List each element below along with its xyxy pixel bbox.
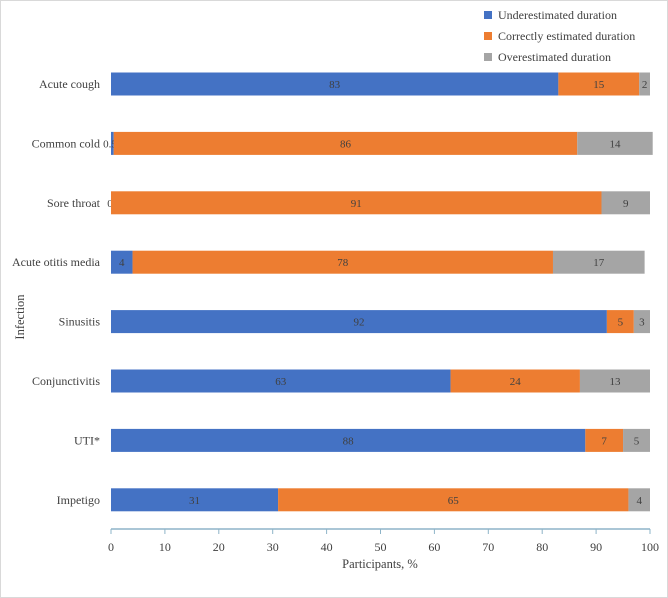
data-label-common-cold-correctly-estimated-duration: 86 — [340, 138, 352, 150]
bar-acute-cough-correctly-estimated-duration — [558, 72, 640, 96]
bar-conjunctivitis-overestimated-duration — [579, 369, 650, 393]
legend-swatch-correctly-estimated-duration — [484, 32, 492, 40]
x-tick-label-0: 0 — [108, 540, 114, 554]
x-tick-label-90: 90 — [590, 540, 602, 554]
bar-sinusitis-underestimated-duration — [111, 310, 607, 334]
category-label-acute-cough: Acute cough — [39, 77, 100, 91]
x-tick-label-70: 70 — [482, 540, 494, 554]
bar-acute-otitis-media-correctly-estimated-duration — [132, 250, 553, 274]
legend-swatch-overestimated-duration — [484, 53, 492, 61]
data-label-conjunctivitis-underestimated-duration: 63 — [275, 376, 287, 388]
bar-common-cold-underestimated-duration — [111, 131, 114, 155]
x-tick-label-50: 50 — [375, 540, 387, 554]
data-label-sinusitis-overestimated-duration: 3 — [639, 317, 645, 329]
data-label-uti-underestimated-duration: 88 — [343, 435, 355, 447]
bar-sore-throat-correctly-estimated-duration — [111, 191, 602, 215]
data-label-conjunctivitis-overestimated-duration: 13 — [609, 376, 621, 388]
bar-uti-underestimated-duration — [111, 428, 586, 452]
data-label-impetigo-underestimated-duration: 31 — [189, 495, 200, 507]
data-label-acute-otitis-media-underestimated-duration: 4 — [119, 257, 125, 269]
data-label-sinusitis-correctly-estimated-duration: 5 — [618, 317, 624, 329]
data-label-sore-throat-underestimated-duration: 0 — [107, 198, 113, 210]
x-axis: 0 10 20 30 40 50 60 70 80 90 100 — [108, 528, 659, 554]
legend: Underestimated duration Correctly estimat… — [484, 8, 635, 64]
data-label-common-cold-overestimated-duration: 14 — [609, 138, 621, 150]
category-label-impetigo: Impetigo — [57, 493, 100, 507]
data-label-acute-cough-overestimated-duration: 2 — [642, 79, 648, 91]
bar-common-cold-overestimated-duration — [577, 131, 653, 155]
bar-sinusitis-correctly-estimated-duration — [606, 310, 634, 334]
legend-label-overestimated-duration: Overestimated duration — [498, 50, 611, 64]
category-label-common-cold: Common cold — [32, 136, 100, 150]
bar-acute-cough-underestimated-duration — [111, 72, 559, 96]
y-axis-title: Infection — [13, 294, 27, 340]
bar-sinusitis-overestimated-duration — [633, 310, 650, 334]
bar-impetigo-correctly-estimated-duration — [278, 488, 629, 512]
data-label-conjunctivitis-correctly-estimated-duration: 24 — [510, 376, 522, 388]
bar-common-cold-correctly-estimated-duration — [113, 131, 578, 155]
category-label-uti: UTI* — [74, 433, 100, 447]
bar-acute-otitis-media-overestimated-duration — [552, 250, 645, 274]
category-label-acute-otitis-media: Acute otitis media — [12, 255, 101, 269]
data-label-acute-otitis-media-overestimated-duration: 17 — [593, 257, 605, 269]
x-tick-label-80: 80 — [536, 540, 548, 554]
legend-label-underestimated-duration: Underestimated duration — [498, 8, 617, 22]
bar-conjunctivitis-correctly-estimated-duration — [450, 369, 580, 393]
x-tick-label-100: 100 — [641, 540, 659, 554]
category-label-sinusitis: Sinusitis — [59, 315, 101, 329]
bar-uti-overestimated-duration — [623, 428, 650, 452]
data-label-acute-otitis-media-correctly-estimated-duration: 78 — [337, 257, 349, 269]
data-label-uti-overestimated-duration: 5 — [634, 435, 640, 447]
data-label-acute-cough-correctly-estimated-duration: 15 — [593, 79, 605, 91]
data-label-sinusitis-underestimated-duration: 92 — [353, 317, 364, 329]
legend-label-correctly-estimated-duration: Correctly estimated duration — [498, 29, 635, 43]
category-label-conjunctivitis: Conjunctivitis — [32, 374, 100, 388]
bar-uti-correctly-estimated-duration — [585, 428, 624, 452]
data-label-sore-throat-overestimated-duration: 9 — [623, 198, 629, 210]
category-label-sore-throat: Sore throat — [47, 196, 101, 210]
bar-acute-cough-overestimated-duration — [639, 72, 650, 96]
data-label-uti-correctly-estimated-duration: 7 — [601, 435, 607, 447]
data-label-impetigo-overestimated-duration: 4 — [636, 495, 642, 507]
x-tick-label-40: 40 — [321, 540, 333, 554]
bar-sore-throat-overestimated-duration — [601, 191, 650, 215]
legend-swatch-underestimated-duration — [484, 11, 492, 19]
bar-conjunctivitis-underestimated-duration — [111, 369, 451, 393]
bar-acute-otitis-media-underestimated-duration — [111, 250, 133, 274]
data-label-acute-cough-underestimated-duration: 83 — [329, 79, 341, 91]
bar-impetigo-underestimated-duration — [111, 488, 279, 512]
x-tick-label-30: 30 — [267, 540, 279, 554]
x-tick-label-60: 60 — [428, 540, 440, 554]
data-label-sore-throat-correctly-estimated-duration: 91 — [351, 198, 362, 210]
data-label-impetigo-correctly-estimated-duration: 65 — [448, 495, 460, 507]
bar-impetigo-overestimated-duration — [628, 488, 650, 512]
x-tick-label-20: 20 — [213, 540, 225, 554]
x-tick-label-10: 10 — [159, 540, 171, 554]
category-labels: Acute cough Common cold Sore throat Acute o… — [12, 77, 101, 507]
x-axis-title: Participants, % — [342, 557, 418, 571]
